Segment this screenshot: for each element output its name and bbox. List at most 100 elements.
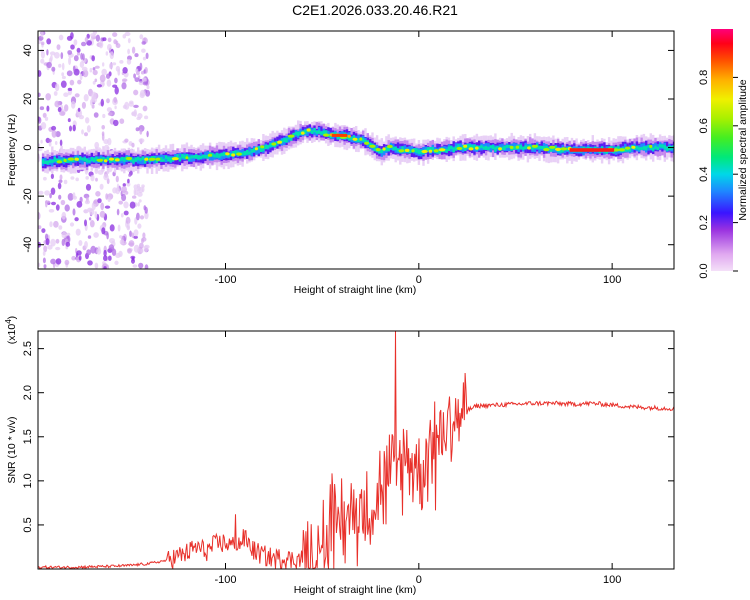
spectrogram-cell [132, 159, 135, 164]
spectrogram-peak [271, 142, 277, 146]
spectrogram-cell [624, 143, 627, 151]
spectrogram-noise-dot [127, 178, 130, 184]
spectrogram-peak [103, 159, 108, 163]
spectrogram-noise-dot [99, 183, 104, 190]
spectrogram-noise-dot [95, 34, 100, 42]
spectrogram-noise-dot [123, 210, 129, 216]
spectrogram-peak [56, 160, 62, 164]
spectrogram-cell [443, 145, 446, 151]
spectrogram-cell [348, 136, 351, 141]
spectrogram-cell [46, 160, 49, 165]
spectrogram-noise-dot [86, 40, 92, 46]
spectrogram-cell [183, 155, 186, 159]
spectrogram-noise-dot [101, 68, 107, 76]
snr-marks [38, 331, 674, 569]
spectrogram-noise-dot [90, 245, 97, 254]
spectrogram-cell [137, 156, 140, 161]
spectrogram-cell [357, 138, 360, 143]
spectrogram-noise-dot [49, 221, 53, 228]
spectrogram-cell [81, 157, 84, 161]
spectrogram-noise-dot [113, 119, 119, 127]
spectrogram-cell [250, 148, 253, 153]
spectrogram-cell [199, 155, 202, 160]
spectrogram-noise-dot [50, 173, 55, 179]
spectrogram-cell [373, 147, 376, 152]
spectrogram-peak [359, 137, 363, 141]
spectrogram-noise-dot [84, 132, 88, 137]
spectrogram-cell [322, 130, 325, 136]
spectrogram-noise-dot [101, 82, 105, 87]
spectrogram-peak [509, 145, 514, 149]
spectrogram-peak [306, 128, 311, 132]
spectrogram-peak [125, 156, 133, 161]
spectrogram-cell [269, 143, 272, 147]
spectrogram-cell [519, 144, 523, 150]
spectrogram-peak [631, 145, 636, 149]
spectrogram-cell [167, 156, 170, 162]
spectrogram-noise-dot [144, 67, 148, 74]
spectrogram-ticks: -100 0 100 -40 -20 0 20 40 [22, 31, 674, 286]
snr-y-tick-label: 0.5 [22, 517, 34, 532]
spectrogram-cell [243, 151, 247, 156]
spectrogram-noise-dot [84, 200, 90, 205]
spectrogram-noise-dot [111, 248, 117, 256]
spectrogram-noise-dot [115, 175, 119, 183]
spectrogram-cell [426, 147, 430, 151]
spectrogram-peak [404, 148, 410, 152]
spectrogram-noise-dot [40, 31, 44, 38]
spectrogram-noise-dot [133, 104, 139, 108]
spectrogram-noise-dot [91, 91, 97, 100]
spectrogram-noise-dot [112, 84, 118, 88]
spectrogram-noise-dot [128, 240, 135, 247]
spectrogram-noise-dot [51, 125, 57, 131]
spectrogram-noise-dot [97, 198, 102, 204]
snr-y-tick-label: 1.0 [22, 473, 34, 488]
spectrogram-noise-dot [142, 81, 149, 86]
spectrogram-noise-dot [113, 96, 118, 103]
spectrogram-peak [624, 146, 631, 150]
spectrogram-cell [403, 148, 407, 153]
spectrogram-noise-dot [50, 187, 56, 195]
spectrogram-noise-dot [92, 69, 98, 76]
spectrogram-cell [81, 157, 84, 165]
spectrogram-noise-dot [91, 202, 96, 211]
spectrogram-noise-dot [139, 62, 143, 71]
spectrogram-noise-dot [81, 66, 88, 72]
spectrogram-noise-dot [70, 44, 75, 50]
spectrogram-noise-dot [129, 230, 132, 237]
spectrogram-cell [635, 145, 639, 150]
colorbar-tick-label: 0.8 [698, 70, 710, 85]
spectrogram-noise-dot [55, 238, 60, 244]
spectrogram-noise-dot [136, 186, 141, 192]
spectrogram-noise-dot [60, 52, 64, 60]
spectrogram-peak [468, 147, 474, 151]
spectrogram-cell [311, 130, 314, 134]
spectrogram-cell [51, 160, 54, 163]
spectrogram-noise-dot [71, 101, 76, 109]
spectrogram-cell [120, 156, 124, 161]
spectrogram-noise-dot [81, 41, 87, 47]
spectrogram-noise-dot [61, 62, 65, 71]
spectrogram-noise-dot [104, 205, 111, 209]
spectrogram-cell [656, 146, 659, 150]
snr-y-tick-label: 2.5 [22, 341, 34, 356]
spectrogram-cell [262, 147, 265, 152]
spectrogram-noise-dot [142, 56, 147, 61]
spectrogram-noise-dot [38, 92, 41, 97]
spectrogram-cell [206, 151, 209, 158]
spectrogram-cell [512, 146, 516, 150]
spectrogram-noise-dot [112, 62, 117, 66]
spectrogram-peak-segment [569, 148, 615, 152]
spectrogram-noise-dot [141, 41, 146, 45]
spectrogram-cell [169, 157, 172, 163]
spectrogram-cell [640, 143, 643, 151]
spectrogram-cell [452, 147, 455, 152]
spectrogram-cell [524, 145, 527, 150]
spectrogram-peak [612, 148, 620, 152]
spectrogram-noise-dot [107, 37, 112, 43]
spectrogram-cell [299, 131, 302, 136]
spectrogram-noise-dot [85, 183, 92, 191]
spectrogram-noise-dot [60, 80, 67, 88]
spectrogram-noise-dot [96, 248, 102, 255]
spectrogram-noise-dot [96, 84, 102, 88]
